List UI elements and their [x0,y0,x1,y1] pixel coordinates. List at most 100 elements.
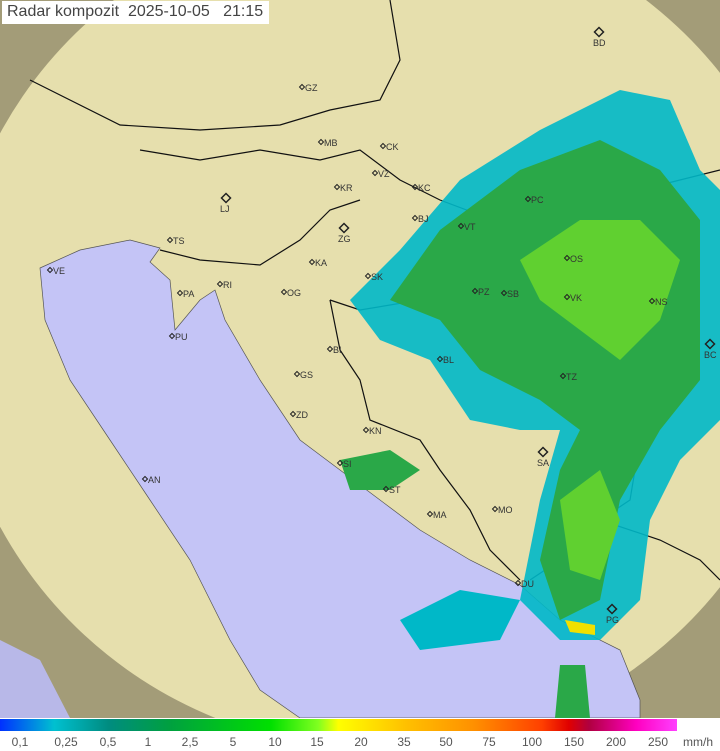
ionian-sea-corner [0,640,70,718]
city-label: SK [371,272,383,282]
legend-tick: 250 [647,735,669,749]
city-label: SI [343,459,352,469]
city-marker-icon [166,236,174,244]
city-marker-icon [220,192,232,204]
city-label: ST [389,485,401,495]
city-label: RI [223,280,232,290]
city-marker-icon [298,83,306,91]
city-label: AN [148,475,161,485]
city-label: BI [333,345,342,355]
city-label: MA [433,510,447,520]
city-label: BJ [418,214,429,224]
city-label: KC [418,183,431,193]
city-label: MB [324,138,338,148]
city-marker-icon [524,195,532,203]
city-label: NS [655,297,668,307]
city-label: VT [464,222,476,232]
city-label: VZ [378,169,390,179]
city-marker-icon [362,426,370,434]
city-marker-icon [457,222,465,230]
city-label: BL [443,355,454,365]
city-label: ZD [296,410,308,420]
legend-tick: 0,1 [11,735,29,749]
city-label: SA [537,458,549,468]
city-label: MO [498,505,513,515]
precipitation-echoes [340,90,720,718]
legend-tick: 15 [310,735,324,749]
city-marker-icon [317,138,325,146]
legend-tick: 10 [268,735,282,749]
legend-tick: 1 [144,735,152,749]
city-label: SB [507,289,519,299]
city-marker-icon [491,505,499,513]
city-marker-icon [593,26,605,38]
precipitation-legend-bar [0,719,677,731]
city-label: TS [173,236,185,246]
city-label: KA [315,258,327,268]
city-label: KR [340,183,353,193]
city-marker-icon [537,446,549,458]
city-marker-icon [333,183,341,191]
legend-tick: 35 [397,735,411,749]
legend-tick: 0,5 [99,735,117,749]
legend-tick: 5 [229,735,237,749]
legend-tick: 100 [521,735,543,749]
city-label: VK [570,293,582,303]
city-label: PU [175,332,188,342]
city-marker-icon [176,289,184,297]
city-marker-icon [471,287,479,295]
city-marker-icon [308,258,316,266]
city-label: ZG [338,234,351,244]
city-label: KN [369,426,382,436]
city-marker-icon [216,280,224,288]
city-marker-icon [326,345,334,353]
city-marker-icon [411,183,419,191]
city-marker-icon [563,293,571,301]
legend-tick: 200 [605,735,627,749]
city-marker-icon [338,222,350,234]
city-marker-icon [293,370,301,378]
legend-tick: 150 [563,735,585,749]
city-marker-icon [563,254,571,262]
city-marker-icon [46,266,54,274]
city-label: GS [300,370,313,380]
city-marker-icon [559,372,567,380]
legend-tick: 0,25 [54,735,78,749]
legend-tick: 50 [439,735,453,749]
city-label: LJ [220,204,230,214]
city-label: PZ [478,287,490,297]
city-label: GZ [305,83,318,93]
city-label: TZ [566,372,577,382]
city-marker-icon [379,142,387,150]
city-marker-icon [704,338,716,350]
city-label: VE [53,266,65,276]
city-marker-icon [436,355,444,363]
city-markers: GZ BD MB CK VZ KR KC LJ PC VT ZG BJ TS VE RI KA SK OS NS PA… [46,26,717,625]
city-label: PC [531,195,544,205]
city-marker-icon [336,459,344,467]
legend-tick: 75 [482,735,496,749]
city-marker-icon [411,214,419,222]
city-marker-icon [168,332,176,340]
city-marker-icon [648,297,656,305]
city-marker-icon [289,410,297,418]
city-marker-icon [500,289,508,297]
city-label: PA [183,289,194,299]
legend-tick: 20 [354,735,368,749]
city-label: DU [521,579,534,589]
city-marker-icon [382,485,390,493]
city-marker-icon [371,169,379,177]
city-marker-icon [141,475,149,483]
legend-labels: 0,1 0,25 0,5 1 2,5 5 10 15 20 35 50 75 1… [0,735,720,751]
city-marker-icon [606,603,618,615]
map-title: Radar kompozit 2025-10-05 21:15 [2,1,270,24]
city-label: OS [570,254,583,264]
radar-map[interactable]: GZ BD MB CK VZ KR KC LJ PC VT ZG BJ TS VE RI KA SK OS NS PA… [0,0,720,718]
city-marker-icon [364,272,372,280]
city-label: OG [287,288,301,298]
city-label: CK [386,142,399,152]
city-label: PG [606,615,619,625]
legend-tick: 2,5 [181,735,199,749]
city-marker-icon [514,579,522,587]
